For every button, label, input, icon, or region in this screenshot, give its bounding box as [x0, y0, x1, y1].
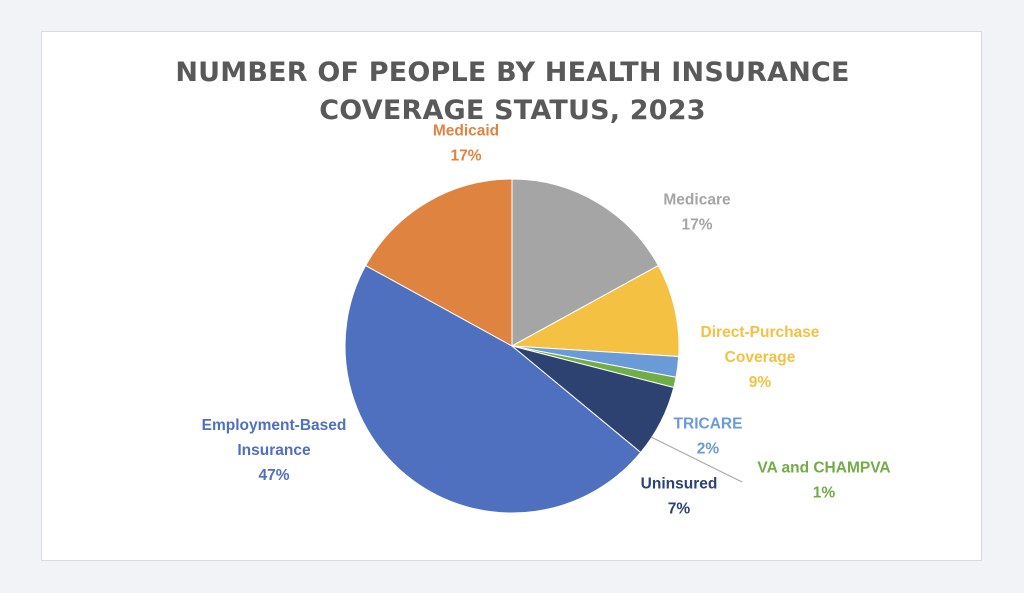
- data-label-value: 47%: [258, 467, 289, 484]
- leader-line-va-and-champva: [650, 436, 743, 483]
- pie-slice-medicare: [511, 178, 660, 347]
- leader-lines: [650, 436, 743, 483]
- data-label-uninsured: Uninsured 7%: [641, 476, 718, 518]
- pie-slice-employment-based-insurance: [344, 264, 642, 514]
- data-label-medicare: Medicare 17%: [663, 192, 731, 234]
- data-label-value: 7%: [668, 501, 691, 518]
- chart-title: NUMBER OF PEOPLE BY HEALTH INSURANCE COV…: [42, 54, 983, 130]
- data-label-text: VA and CHAMPVA: [757, 460, 890, 477]
- data-label-medicaid: Medicaid 17%: [433, 123, 499, 165]
- chart-title-line-2: COVERAGE STATUS, 2023: [319, 95, 706, 126]
- data-label-value: 17%: [450, 148, 481, 165]
- pie-slice-medicaid: [364, 178, 513, 347]
- data-label-text: Direct-Purchase: [701, 324, 820, 341]
- data-label-value: 2%: [697, 441, 720, 458]
- data-label-text: Uninsured: [641, 476, 718, 493]
- data-label-text: Medicaid: [433, 123, 499, 140]
- data-label-text: TRICARE: [674, 416, 743, 433]
- data-label-text: Coverage: [725, 349, 796, 366]
- data-label-employment-based-insurance: Employment-Based Insurance 47%: [202, 417, 347, 484]
- chart-title-line-1: NUMBER OF PEOPLE BY HEALTH INSURANCE: [175, 57, 850, 88]
- data-label-direct-purchase-coverage: Direct-Purchase Coverage 9%: [701, 324, 820, 391]
- data-label-tricare: TRICARE 2%: [674, 416, 743, 458]
- data-label-text: Medicare: [663, 192, 731, 209]
- data-label-va-and-champva: VA and CHAMPVA 1%: [757, 460, 890, 502]
- data-label-value: 17%: [681, 217, 712, 234]
- data-label-text: Employment-Based: [202, 417, 347, 434]
- data-label-value: 9%: [749, 374, 772, 391]
- data-label-text: Insurance: [237, 442, 311, 459]
- data-labels: Medicare 17% Direct-Purchase Coverage 9% TRIC…: [202, 123, 891, 518]
- pie-slice-direct-purchase-coverage: [510, 264, 680, 358]
- data-label-value: 1%: [813, 485, 836, 502]
- pie-slices: [344, 178, 680, 514]
